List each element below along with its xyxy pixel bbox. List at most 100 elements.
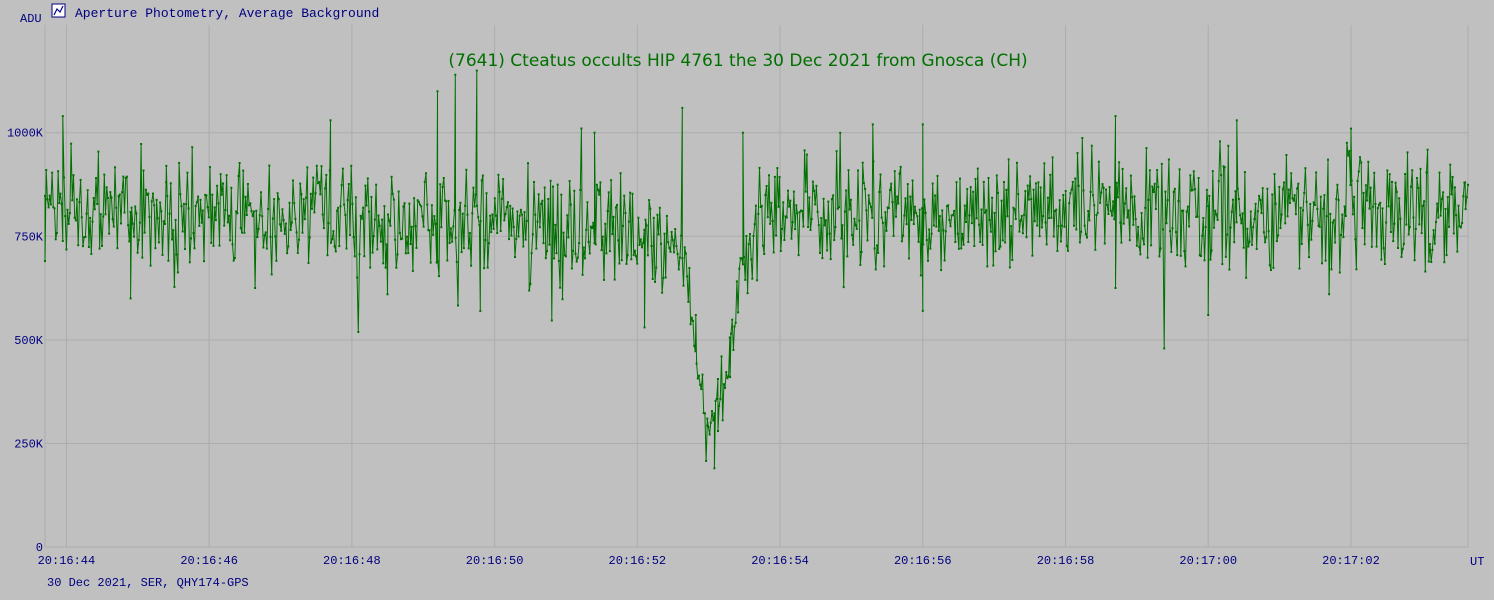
data-point xyxy=(258,214,261,217)
data-point xyxy=(1405,223,1408,226)
data-point xyxy=(1150,244,1153,247)
data-point xyxy=(82,245,84,248)
data-point xyxy=(498,190,501,193)
data-point xyxy=(1167,158,1170,161)
data-point xyxy=(840,237,843,240)
data-point xyxy=(746,292,749,295)
data-point xyxy=(72,174,75,177)
data-point xyxy=(267,207,270,210)
data-point xyxy=(1236,187,1239,190)
data-point xyxy=(1444,208,1447,210)
data-point xyxy=(661,291,664,294)
data-point xyxy=(1103,242,1106,245)
data-point xyxy=(561,298,564,301)
data-point xyxy=(879,173,882,176)
data-point xyxy=(256,236,259,239)
data-point xyxy=(211,193,214,196)
data-point xyxy=(449,227,452,230)
data-point xyxy=(973,245,976,247)
data-point xyxy=(986,265,989,268)
data-point xyxy=(83,236,86,239)
data-point xyxy=(913,205,916,208)
data-point xyxy=(645,224,648,227)
data-point xyxy=(702,412,705,415)
data-point xyxy=(559,286,562,289)
data-point xyxy=(187,207,190,210)
data-point xyxy=(416,199,419,202)
data-point xyxy=(1374,203,1377,205)
data-point xyxy=(1296,187,1299,190)
data-point xyxy=(1286,215,1289,218)
data-point xyxy=(376,248,379,251)
data-point xyxy=(129,210,132,213)
data-point xyxy=(1285,154,1288,156)
data-point xyxy=(273,198,276,201)
data-point xyxy=(1418,223,1421,226)
data-point xyxy=(330,241,332,244)
data-point xyxy=(1327,158,1329,161)
data-point xyxy=(946,205,948,208)
data-point xyxy=(1133,195,1136,198)
data-point xyxy=(1129,174,1132,177)
data-point xyxy=(1335,197,1338,200)
data-point xyxy=(597,189,600,191)
data-point xyxy=(841,224,844,227)
data-point xyxy=(1152,191,1155,193)
data-point xyxy=(638,243,641,246)
data-point xyxy=(1210,249,1213,252)
data-point xyxy=(441,186,444,188)
data-point xyxy=(410,225,413,228)
data-point xyxy=(70,142,73,145)
data-point xyxy=(1114,115,1117,118)
data-point xyxy=(434,222,437,225)
data-point xyxy=(116,247,119,250)
light-curve-points xyxy=(44,69,1469,470)
data-point xyxy=(795,204,798,207)
data-point xyxy=(563,254,566,257)
data-point xyxy=(542,242,545,245)
data-point xyxy=(398,231,401,234)
data-point xyxy=(1340,234,1342,236)
data-point xyxy=(152,192,154,195)
data-point xyxy=(428,229,431,232)
data-point xyxy=(200,221,203,224)
x-tick-label: 20:16:52 xyxy=(609,554,667,568)
data-point xyxy=(1162,228,1164,231)
data-point xyxy=(541,199,544,202)
data-point xyxy=(169,182,172,185)
data-point xyxy=(991,196,994,199)
data-point xyxy=(967,241,970,243)
data-point xyxy=(1220,174,1223,177)
data-point xyxy=(1049,173,1052,176)
data-point xyxy=(1465,196,1468,199)
window-icon[interactable] xyxy=(51,3,66,18)
data-point xyxy=(1277,234,1280,237)
data-point xyxy=(337,206,340,209)
data-point xyxy=(1328,293,1331,296)
data-point xyxy=(876,244,878,247)
data-point xyxy=(1026,184,1029,187)
data-point xyxy=(895,215,897,218)
x-tick-label: 20:16:46 xyxy=(180,554,238,568)
x-tick-label: 20:16:58 xyxy=(1037,554,1095,568)
data-point xyxy=(465,168,468,171)
data-point xyxy=(1305,200,1308,203)
data-point xyxy=(1464,181,1467,184)
data-point xyxy=(474,193,477,196)
data-point xyxy=(1165,222,1168,225)
data-point xyxy=(1033,220,1036,223)
data-point xyxy=(562,231,565,234)
data-point xyxy=(925,239,928,242)
data-point xyxy=(298,238,300,241)
data-point xyxy=(1065,244,1068,247)
data-point xyxy=(1338,271,1341,274)
data-point xyxy=(1039,186,1042,189)
data-point xyxy=(80,216,83,219)
data-point xyxy=(644,218,647,221)
data-point xyxy=(1069,192,1072,195)
data-point xyxy=(1349,184,1352,187)
data-point xyxy=(1057,225,1060,228)
data-point xyxy=(136,251,139,254)
data-point xyxy=(381,218,384,221)
data-point xyxy=(224,209,227,212)
